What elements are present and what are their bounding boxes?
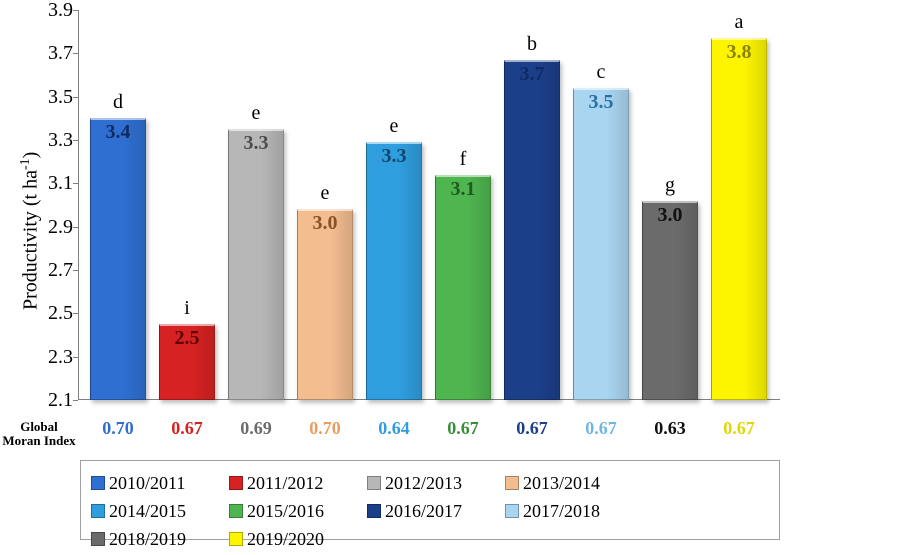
bar-value-label: 3.1 — [435, 178, 491, 201]
bar-group-letter: e — [297, 182, 353, 205]
legend-swatch — [229, 532, 243, 546]
bar-group-letter: e — [228, 102, 284, 125]
bar-value-label: 2.5 — [159, 327, 215, 350]
legend-box: 2010/2011 2011/2012 2012/2013 2013/2014 2014… — [80, 460, 780, 540]
legend-label: 2010/2011 — [109, 473, 185, 494]
bar-value-label: 3.4 — [90, 121, 146, 144]
y-tick — [73, 313, 78, 314]
y-tick-label: 3.3 — [13, 129, 73, 152]
legend-swatch — [367, 504, 381, 518]
legend-swatch — [229, 476, 243, 490]
bar-group-letter: g — [642, 174, 698, 197]
bar — [90, 118, 146, 400]
moran-value: 0.67 — [711, 418, 767, 439]
legend-label: 2016/2017 — [385, 501, 462, 522]
moran-value: 0.64 — [366, 418, 422, 439]
legend-swatch — [505, 504, 519, 518]
bar-group-letter: d — [90, 91, 146, 114]
bar-value-label: 3.7 — [504, 63, 560, 86]
legend-item: 2010/2011 — [91, 469, 229, 497]
bars-group: 3.4 d 2.5 i 3.3 e 3.0 e 3.3 e 3.1 f 3.7 b 3.5 c 3.0 g 3.8 a — [85, 10, 775, 400]
legend-swatch — [367, 476, 381, 490]
bar-group-letter: c — [573, 61, 629, 84]
legend-item: 2013/2014 — [505, 469, 643, 497]
legend-item: 2017/2018 — [505, 497, 643, 525]
legend-swatch — [505, 476, 519, 490]
bar — [642, 201, 698, 400]
legend-item: 2015/2016 — [229, 497, 367, 525]
moran-value: 0.70 — [297, 418, 353, 439]
y-axis-line — [78, 10, 79, 400]
bar — [711, 38, 767, 400]
moran-value: 0.67 — [435, 418, 491, 439]
y-tick-label: 2.7 — [13, 259, 73, 282]
y-tick-label: 2.1 — [13, 389, 73, 412]
bar-group-letter: i — [159, 297, 215, 320]
y-tick — [73, 97, 78, 98]
chart-page: { "chart": { "type": "bar", "y_axis_labe… — [0, 0, 903, 555]
legend-swatch — [91, 504, 105, 518]
y-tick-label: 3.7 — [13, 42, 73, 65]
legend-item: 2016/2017 — [367, 497, 505, 525]
bar — [297, 209, 353, 400]
bar-value-label: 3.5 — [573, 91, 629, 114]
legend-item: 2019/2020 — [229, 525, 367, 553]
bar — [504, 60, 560, 400]
y-tick-label: 2.9 — [13, 216, 73, 239]
y-tick-label: 3.1 — [13, 172, 73, 195]
y-tick — [73, 270, 78, 271]
y-tick-label: 2.3 — [13, 346, 73, 369]
bar-group-letter: b — [504, 33, 560, 56]
legend-label: 2017/2018 — [523, 501, 600, 522]
bar-value-label: 3.3 — [228, 132, 284, 155]
bar-value-label: 3.0 — [297, 212, 353, 235]
bar — [228, 129, 284, 400]
legend-swatch — [229, 504, 243, 518]
moran-value: 0.70 — [90, 418, 146, 439]
bar — [435, 175, 491, 400]
moran-value: 0.67 — [159, 418, 215, 439]
y-tick — [73, 227, 78, 228]
moran-value: 0.69 — [228, 418, 284, 439]
bar-group-letter: a — [711, 11, 767, 34]
legend-label: 2012/2013 — [385, 473, 462, 494]
legend-item: 2014/2015 — [91, 497, 229, 525]
y-tick — [73, 400, 78, 401]
y-tick-label: 3.9 — [13, 0, 73, 22]
bar-group-letter: f — [435, 148, 491, 171]
bar — [573, 88, 629, 400]
y-tick — [73, 10, 78, 11]
y-tick-label: 2.5 — [13, 302, 73, 325]
legend-label: 2014/2015 — [109, 501, 186, 522]
legend-label: 2018/2019 — [109, 529, 186, 550]
bar-value-label: 3.0 — [642, 204, 698, 227]
moran-value: 0.63 — [642, 418, 698, 439]
legend-swatch — [91, 532, 105, 546]
legend-swatch — [91, 476, 105, 490]
legend-label: 2015/2016 — [247, 501, 324, 522]
legend-label: 2019/2020 — [247, 529, 324, 550]
legend-item: 2011/2012 — [229, 469, 367, 497]
legend-label: 2011/2012 — [247, 473, 323, 494]
moran-value: 0.67 — [573, 418, 629, 439]
legend-item: 2018/2019 — [91, 525, 229, 553]
moran-caption: Global Moran Index — [0, 420, 78, 448]
y-tick-label: 3.5 — [13, 86, 73, 109]
bar-value-label: 3.3 — [366, 145, 422, 168]
moran-value: 0.67 — [504, 418, 560, 439]
y-tick — [73, 357, 78, 358]
y-tick — [73, 183, 78, 184]
bar-group-letter: e — [366, 115, 422, 138]
bar — [366, 142, 422, 400]
y-tick — [73, 53, 78, 54]
bar-value-label: 3.8 — [711, 41, 767, 64]
legend-label: 2013/2014 — [523, 473, 600, 494]
legend-item: 2012/2013 — [367, 469, 505, 497]
y-tick — [73, 140, 78, 141]
